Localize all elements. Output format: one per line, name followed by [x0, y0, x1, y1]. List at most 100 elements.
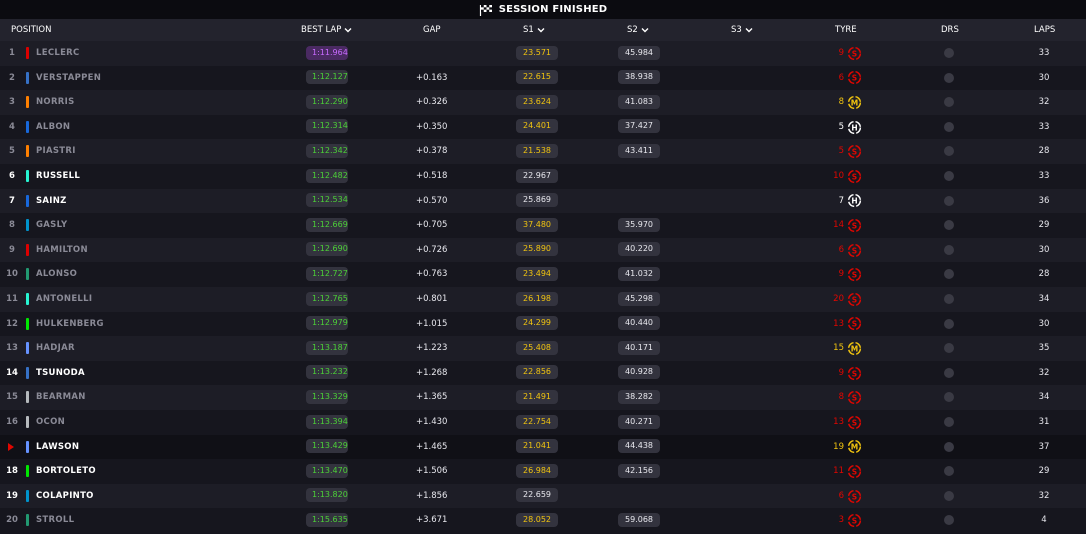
table-row[interactable]: 9 HAMILTON 1:12.690 +0.726 25.890 40.220 6 S 30	[0, 237, 1086, 263]
sector1-cell: 23.494	[516, 262, 558, 287]
table-row[interactable]: 12 HULKENBERG 1:12.979 +1.015 24.299 40.440 13…	[0, 311, 1086, 337]
gap-value: +1.268	[416, 367, 448, 378]
table-row[interactable]: 16 OCON 1:13.394 +1.430 22.754 40.271 13 S 31	[0, 410, 1086, 435]
best-lap-cell: 1:13.429	[306, 435, 348, 460]
column-header-drs: DRS	[941, 25, 959, 35]
tyre-compound-letter: S	[852, 246, 857, 255]
table-row[interactable]: 14 TSUNODA 1:13.232 +1.268 22.856 40.928 9 S 32	[0, 360, 1086, 386]
sector1-time: 22.615	[516, 70, 558, 85]
driver-name: HAMILTON	[36, 244, 88, 255]
table-row[interactable]: LAWSON 1:13.429 +1.465 21.041 44.438 19 M 37	[0, 434, 1086, 460]
column-header-s1[interactable]: S1	[523, 19, 545, 41]
table-row[interactable]: 4 ALBON 1:12.314 +0.350 24.401 37.427 5 H 33	[0, 114, 1086, 140]
best-lap-cell: 1:13.187	[306, 336, 348, 361]
sector1-time: 22.856	[516, 365, 558, 380]
column-header-gap: GAP	[423, 25, 441, 35]
table-row[interactable]: 10 ALONSO 1:12.727 +0.763 23.494 41.032 9 S 28	[0, 262, 1086, 287]
drs-indicator	[944, 269, 954, 280]
column-header-s2[interactable]: S2	[627, 19, 649, 41]
soft-tyre-icon: S	[847, 169, 862, 183]
team-color-bar	[26, 145, 29, 158]
position-number: 13	[6, 343, 18, 354]
sector1-cell: 26.198	[516, 287, 558, 312]
laps-count: 30	[1038, 72, 1050, 83]
table-row[interactable]: 7 SAINZ 1:12.534 +0.570 25.869 7 H 36	[0, 188, 1086, 214]
gap-value: +3.671	[416, 515, 448, 526]
column-header-best-lap[interactable]: BEST LAP	[301, 19, 352, 41]
sector1-time: 23.624	[516, 94, 558, 109]
table-row[interactable]: 3 NORRIS 1:12.290 +0.326 23.624 41.083 8 M 32	[0, 90, 1086, 115]
table-row[interactable]: 5 PIASTRI 1:12.342 +0.378 21.538 43.411 5 S 28	[0, 139, 1086, 164]
sector2-time: 37.427	[618, 119, 660, 134]
best-lap-time: 1:12.534	[306, 193, 348, 208]
table-row[interactable]: 8 GASLY 1:12.669 +0.705 37.480 35.970 14 S 29	[0, 213, 1086, 238]
sector1-time: 22.659	[516, 488, 558, 503]
best-lap-time: 1:12.765	[306, 291, 348, 306]
sector1-time: 25.408	[516, 340, 558, 355]
driver-name: PIASTRI	[36, 146, 76, 157]
best-lap-cell: 1:13.394	[306, 410, 348, 435]
position-number: 3	[9, 97, 15, 108]
sector2-time: 41.083	[618, 94, 660, 109]
driver-name: ALONSO	[36, 269, 78, 280]
sector1-time: 22.754	[516, 414, 558, 429]
gap-value: +0.326	[416, 97, 448, 108]
tyre-cell: 11 S	[822, 459, 862, 484]
tyre-age: 15	[833, 343, 844, 354]
best-lap-header-label: BEST LAP	[301, 25, 342, 35]
chevron-down-icon	[344, 27, 352, 32]
tyre-compound-letter: H	[851, 197, 857, 206]
best-lap-time: 1:12.669	[306, 217, 348, 232]
tyre-age: 10	[833, 171, 844, 181]
tyre-age: 9	[838, 269, 844, 280]
tyre-age: 5	[838, 121, 844, 132]
gap-value: +0.518	[416, 171, 448, 181]
team-color-bar	[26, 317, 29, 330]
sector2-cell: 43.411	[618, 139, 660, 164]
sector2-time: 45.298	[618, 291, 660, 306]
best-lap-cell: 1:13.470	[306, 459, 348, 484]
tyre-age: 13	[833, 417, 844, 427]
session-banner: SESSION FINISHED	[0, 0, 1086, 19]
sector1-time: 25.890	[516, 242, 558, 257]
laps-count: 31	[1038, 417, 1050, 427]
table-row[interactable]: 19 COLAPINTO 1:13.820 +1.856 22.659 6 S 32	[0, 483, 1086, 509]
position-number: 8	[9, 220, 15, 231]
best-lap-cell: 1:12.482	[306, 164, 348, 189]
best-lap-cell: 1:12.727	[306, 262, 348, 287]
driver-name: LECLERC	[36, 48, 80, 58]
table-row[interactable]: 20 STROLL 1:15.635 +3.671 28.052 59.068 3 S 4	[0, 508, 1086, 533]
position-number: 6	[9, 171, 15, 181]
chevron-down-icon	[641, 27, 649, 32]
table-row[interactable]: 18 BORTOLETO 1:13.470 +1.506 26.984 42.156 11 S…	[0, 459, 1086, 484]
sector1-time: 23.494	[516, 266, 558, 281]
table-row[interactable]: 11 ANTONELLI 1:12.765 +0.801 26.198 45.298 20 S…	[0, 287, 1086, 312]
best-lap-cell: 1:11.964	[306, 41, 348, 66]
tyre-cell: 20 S	[822, 287, 862, 312]
tyre-compound-letter: S	[852, 295, 857, 304]
table-row[interactable]: 2 VERSTAPPEN 1:12.127 +0.163 22.615 38.938 6 S 3…	[0, 65, 1086, 91]
tyre-compound-letter: S	[852, 467, 857, 476]
sector2-cell: 38.938	[618, 66, 660, 91]
sector2-cell: 40.928	[618, 361, 660, 386]
table-row[interactable]: 1 LECLERC 1:11.964 23.571 45.984 9 S 33	[0, 41, 1086, 66]
best-lap-cell: 1:12.127	[306, 66, 348, 91]
tyre-cell: 10 S	[822, 164, 862, 189]
drs-indicator	[944, 417, 954, 427]
laps-count: 30	[1038, 318, 1050, 329]
position-number: 16	[6, 417, 18, 427]
table-row[interactable]: 15 BEARMAN 1:13.329 +1.365 21.491 38.282 8 S 34	[0, 385, 1086, 410]
position-number: 4	[9, 121, 15, 132]
current-driver-arrow-icon	[8, 442, 14, 451]
position-number: 12	[6, 318, 18, 329]
table-row[interactable]: 13 HADJAR 1:13.187 +1.223 25.408 40.171 15 M 35	[0, 336, 1086, 361]
driver-name: COLAPINTO	[36, 490, 94, 501]
best-lap-cell: 1:13.232	[306, 361, 348, 386]
sector1-time: 26.198	[516, 291, 558, 306]
sector2-time: 40.220	[618, 242, 660, 257]
gap-value: +0.163	[416, 72, 448, 83]
table-row[interactable]: 6 RUSSELL 1:12.482 +0.518 22.967 10 S 33	[0, 164, 1086, 189]
soft-tyre-icon: S	[847, 218, 862, 233]
column-header-s3[interactable]: S3	[731, 19, 753, 41]
sector2-time: 45.984	[618, 45, 660, 60]
